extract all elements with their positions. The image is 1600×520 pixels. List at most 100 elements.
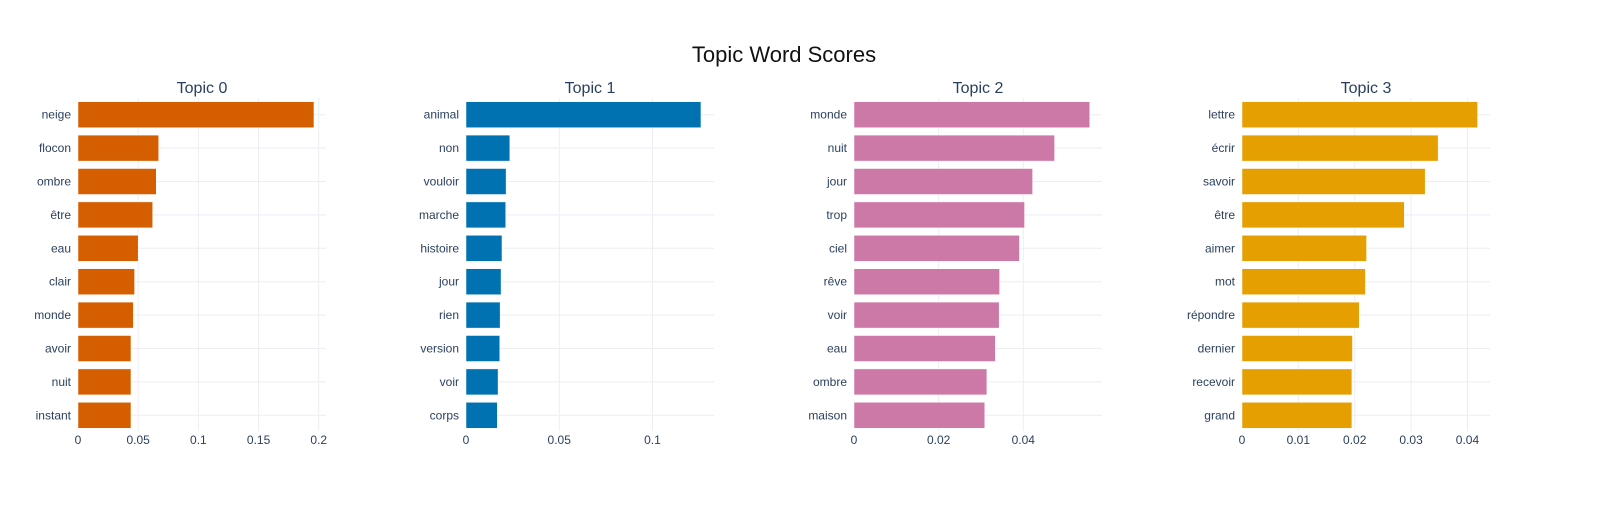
bar-rêve — [853, 268, 1000, 295]
category-label: eau — [827, 342, 847, 356]
bar-nuit — [77, 368, 132, 396]
bar-avoir — [77, 335, 132, 362]
bar-répondre — [1241, 301, 1360, 329]
bar-être — [77, 201, 153, 229]
category-label: ombre — [813, 375, 847, 389]
bar-trop — [853, 201, 1025, 229]
category-label: trop — [826, 208, 847, 222]
bar-vouloir — [465, 168, 507, 195]
category-label: maison — [808, 408, 847, 422]
bar-savoir — [1241, 168, 1426, 195]
category-label: ciel — [829, 241, 847, 255]
category-label: jour — [438, 275, 459, 289]
category-label: marche — [419, 208, 459, 222]
category-label: grand — [1204, 408, 1235, 422]
subplot-title: Topic 2 — [953, 80, 1004, 97]
category-label: vouloir — [424, 175, 459, 189]
x-tick-label: 0.03 — [1399, 433, 1423, 447]
bar-marche — [465, 201, 506, 229]
category-label: monde — [810, 108, 847, 122]
bar-neige — [77, 101, 315, 128]
chart-main-title: Topic Word Scores — [691, 42, 877, 67]
category-label: nuit — [828, 141, 848, 155]
bar-jour — [465, 268, 502, 295]
category-label: être — [1214, 208, 1235, 222]
bar-clair — [77, 268, 135, 295]
subplot-topic-2: Topic 2 monde nuit jour trop ciel rêve voir eau o… — [808, 80, 1102, 447]
bar-voir — [853, 301, 1000, 329]
category-label: aimer — [1205, 241, 1235, 255]
bar-animal — [465, 101, 702, 128]
bar-ombre — [853, 368, 988, 396]
x-tick-label: 0.1 — [190, 433, 207, 447]
category-label: eau — [51, 241, 71, 255]
bar-non — [465, 134, 511, 162]
bar-aimer — [1241, 235, 1367, 262]
subplot-title: Topic 0 — [177, 80, 228, 97]
category-label: répondre — [1187, 308, 1235, 322]
subplot-topic-1: Topic 1 animal non vouloir marche histoire jou… — [419, 80, 714, 447]
category-label: monde — [34, 308, 71, 322]
x-tick-label: 0.04 — [1012, 433, 1036, 447]
category-label: recevoir — [1192, 375, 1235, 389]
bar-maison — [853, 402, 986, 429]
category-label: flocon — [39, 141, 71, 155]
x-tick-label: 0 — [1239, 433, 1246, 447]
bar-version — [465, 335, 501, 362]
bar-instant — [77, 402, 132, 429]
category-label: être — [50, 208, 71, 222]
subplot-topic-0: Topic 0 neige flocon ombre être eau clair monde… — [34, 80, 327, 447]
category-label: rêve — [824, 275, 848, 289]
category-label: neige — [42, 108, 72, 122]
subplot-topic-3: Topic 3 lettre écrir savoir être aimer mot répo… — [1187, 80, 1490, 447]
x-tick-label: 0.01 — [1287, 433, 1311, 447]
category-label: version — [420, 342, 459, 356]
bar-mot — [1241, 268, 1366, 295]
bar-nuit — [853, 134, 1055, 162]
x-tick-label: 0.05 — [127, 433, 151, 447]
x-tick-label: 0.02 — [927, 433, 951, 447]
bar-dernier — [1241, 335, 1353, 362]
bar-recevoir — [1241, 368, 1353, 396]
bar-monde — [77, 301, 134, 329]
bar-eau — [853, 335, 996, 362]
category-label: ombre — [37, 175, 71, 189]
category-label: rien — [439, 308, 459, 322]
category-label: lettre — [1208, 108, 1235, 122]
x-tick-label: 0.1 — [644, 433, 661, 447]
category-label: instant — [36, 408, 72, 422]
bar-ombre — [77, 168, 157, 195]
bar-monde — [853, 101, 1090, 128]
x-tick-label: 0 — [75, 433, 82, 447]
x-tick-label: 0.05 — [548, 433, 572, 447]
category-label: dernier — [1198, 342, 1235, 356]
bar-voir — [465, 368, 499, 396]
category-label: voir — [828, 308, 847, 322]
category-label: corps — [430, 408, 459, 422]
x-tick-label: 0.15 — [247, 433, 271, 447]
category-label: savoir — [1203, 175, 1235, 189]
category-label: écrir — [1212, 141, 1235, 155]
bar-corps — [465, 402, 498, 429]
x-tick-label: 0.04 — [1456, 433, 1480, 447]
category-label: animal — [424, 108, 459, 122]
bar-être — [1241, 201, 1405, 229]
category-label: histoire — [420, 241, 459, 255]
subplot-title: Topic 1 — [565, 80, 616, 97]
x-tick-label: 0.02 — [1343, 433, 1367, 447]
x-tick-label: 0.2 — [310, 433, 327, 447]
bar-écrir — [1241, 134, 1439, 162]
category-label: voir — [440, 375, 459, 389]
category-label: clair — [49, 275, 71, 289]
category-label: nuit — [52, 375, 72, 389]
category-label: mot — [1215, 275, 1236, 289]
category-label: avoir — [45, 342, 71, 356]
bar-rien — [465, 301, 501, 329]
x-tick-label: 0 — [851, 433, 858, 447]
bar-flocon — [77, 134, 159, 162]
bar-jour — [853, 168, 1033, 195]
bar-histoire — [465, 235, 503, 262]
category-label: non — [439, 141, 459, 155]
bar-grand — [1241, 402, 1353, 429]
